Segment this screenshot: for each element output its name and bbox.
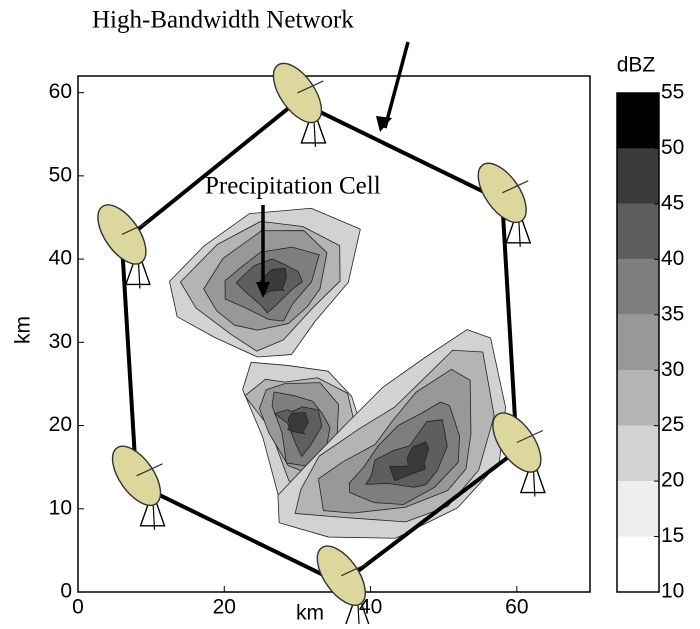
colorbar-cell	[617, 370, 659, 426]
radar-tripod	[519, 456, 546, 494]
radar-feed	[121, 221, 149, 235]
network-link	[340, 448, 519, 586]
colorbar-frame	[616, 92, 660, 593]
colorbar-label: 10	[661, 580, 684, 603]
contour-region	[365, 419, 448, 488]
contour-region	[389, 441, 429, 482]
colorbar-cell	[617, 148, 659, 204]
arrow-head	[256, 282, 270, 298]
contour-region	[287, 412, 309, 435]
colorbar-cell	[617, 425, 659, 482]
radar-tripod	[300, 106, 327, 144]
radar-tripod	[505, 206, 532, 244]
y-tick-label: 40	[49, 247, 72, 270]
colorbar-cell	[617, 481, 659, 537]
radar	[97, 204, 151, 289]
colorbar-cell	[617, 536, 659, 592]
y-axis-label: km	[12, 316, 35, 344]
colorbar-label: 15	[661, 524, 684, 547]
x-tick-label: 60	[505, 596, 528, 619]
network	[97, 62, 546, 629]
annotation: Precipitation Cell	[205, 173, 381, 200]
network-link	[119, 242, 139, 484]
precipitation	[169, 207, 506, 539]
radar-feed	[341, 563, 368, 577]
radar	[272, 62, 327, 147]
colorbar-label: 35	[661, 302, 684, 325]
radar	[492, 412, 546, 497]
colorbar-cell	[617, 314, 659, 371]
colorbar-label: 20	[661, 469, 684, 492]
radar-tripod	[139, 489, 166, 527]
colorbar-cell	[617, 93, 659, 149]
colorbar-label: 25	[661, 413, 684, 436]
x-tick-label: 20	[213, 596, 236, 619]
x-axis-label: km	[296, 602, 324, 624]
chart-title: High-Bandwidth Network	[92, 7, 354, 34]
colorbar-cell	[617, 259, 659, 315]
colorbar-label: 30	[661, 358, 684, 381]
radar	[477, 162, 532, 247]
network-link	[120, 99, 299, 245]
radar-tripod	[124, 248, 151, 286]
colorbar-label: 55	[661, 81, 684, 104]
x-tick-label: 40	[359, 596, 382, 619]
network-link	[135, 482, 343, 586]
colorbar-label: 45	[661, 191, 684, 214]
colorbar-label: 40	[661, 247, 684, 270]
radar-feed	[501, 180, 529, 194]
y-tick-label: 20	[49, 413, 72, 436]
colorbar-title: dBZ	[617, 54, 656, 77]
radar-feed	[136, 463, 163, 477]
arrow	[383, 41, 410, 129]
radar	[111, 445, 166, 530]
y-tick-label: 50	[49, 163, 72, 186]
colorbar-label: 50	[661, 136, 684, 159]
arrow-head	[376, 116, 392, 132]
y-tick-label: 10	[49, 496, 72, 519]
network-link	[500, 200, 519, 451]
colorbar-cell	[617, 203, 659, 260]
radar-feed	[516, 429, 544, 444]
y-tick-label: 60	[49, 80, 72, 103]
network-link	[296, 99, 504, 203]
radar-feed	[297, 80, 324, 94]
y-tick-label: 0	[60, 580, 72, 603]
y-tick-label: 30	[49, 330, 72, 353]
x-tick-label: 0	[72, 596, 84, 619]
